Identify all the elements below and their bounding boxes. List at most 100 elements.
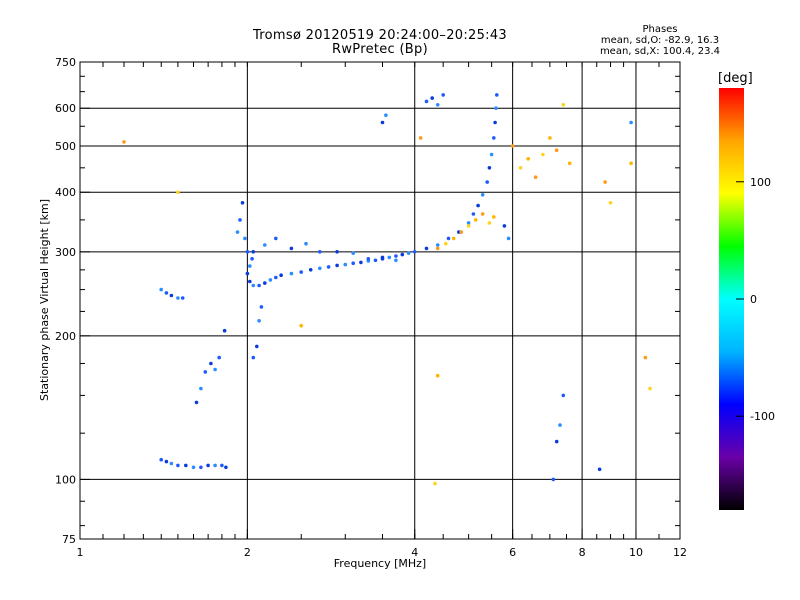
data-point — [400, 252, 405, 257]
data-point — [567, 161, 572, 166]
data-point — [289, 246, 294, 251]
colorbar-tick-label: 100 — [750, 176, 771, 189]
data-point — [459, 230, 464, 234]
data-point — [424, 246, 429, 251]
data-point — [629, 120, 633, 125]
data-point — [304, 241, 308, 246]
data-point — [430, 96, 435, 100]
data-point — [251, 355, 256, 360]
colorbar-tick-label: -100 — [750, 410, 775, 423]
data-point — [169, 461, 174, 466]
data-point — [164, 291, 169, 295]
data-point — [335, 263, 339, 268]
data-point — [274, 275, 278, 280]
data-point — [184, 463, 188, 468]
y-axis: 75 100 200 300 400 500 600 750 — [55, 56, 680, 546]
data-point — [169, 293, 174, 298]
data-point — [433, 481, 437, 486]
plot-frame — [79, 61, 681, 540]
data-point — [495, 93, 499, 97]
data-point — [502, 224, 507, 228]
data-point — [203, 370, 208, 374]
data-point — [206, 463, 210, 468]
data-point — [643, 355, 648, 360]
data-point — [597, 467, 602, 472]
data-point — [492, 215, 496, 219]
data-point — [263, 281, 267, 285]
data-point — [251, 283, 256, 288]
data-point — [373, 258, 378, 263]
data-point — [489, 152, 494, 157]
data-point — [279, 273, 283, 278]
data-point — [435, 103, 440, 107]
data-point — [387, 255, 392, 260]
data-point — [289, 271, 294, 276]
data-point — [608, 201, 613, 205]
data-point — [251, 250, 256, 254]
data-point — [476, 203, 480, 208]
data-point — [245, 271, 250, 276]
data-point — [176, 296, 180, 300]
data-point — [209, 361, 213, 366]
data-point — [263, 243, 267, 247]
data-point — [224, 465, 228, 470]
data-point — [548, 136, 552, 140]
phases-stats-title: Phases — [642, 24, 678, 35]
data-point — [274, 236, 278, 241]
data-point — [259, 305, 264, 309]
phases-stats-o: mean, sd,O: -82.9, 16.3 — [600, 35, 720, 46]
data-point — [466, 221, 471, 225]
data-point — [485, 180, 490, 184]
data-point — [351, 251, 356, 255]
data-point — [380, 255, 385, 260]
data-point — [471, 212, 476, 216]
data-point — [213, 367, 217, 372]
data-point — [441, 93, 446, 97]
data-point — [492, 136, 496, 140]
data-point — [250, 257, 254, 261]
data-point — [268, 278, 273, 282]
data-point — [451, 236, 456, 241]
x-axis: 1 2 4 6 8 10 12 — [77, 62, 687, 559]
y-tick-label: 100 — [55, 473, 76, 486]
colorbar-label: [deg] — [718, 71, 753, 86]
data-point — [245, 250, 250, 254]
data-point — [554, 439, 559, 444]
x-tick-label: 4 — [411, 546, 418, 559]
data-point — [199, 465, 203, 470]
y-tick-label: 200 — [55, 330, 76, 343]
data-point — [159, 287, 163, 292]
data-point — [243, 236, 247, 241]
x-tick-label: 2 — [244, 546, 251, 559]
data-point — [318, 250, 322, 254]
data-point — [444, 241, 448, 246]
data-point — [222, 328, 227, 333]
chart-title: Tromsø 20120519 20:24:00–20:25:43 — [252, 28, 508, 43]
data-point — [648, 386, 652, 391]
data-point — [412, 250, 417, 254]
data-point — [176, 190, 180, 194]
data-point — [493, 120, 497, 125]
data-point — [506, 236, 511, 241]
y-axis-label: Stationary phase Virtual Height [km] — [38, 199, 51, 401]
x-axis-label: Frequency [MHz] — [334, 557, 426, 570]
data-point — [220, 463, 224, 468]
data-point — [343, 262, 348, 267]
data-point — [122, 140, 126, 144]
data-point — [180, 296, 185, 300]
data-point — [159, 457, 163, 462]
x-tick-label: 1 — [77, 546, 84, 559]
data-point — [213, 463, 217, 468]
data-point — [254, 344, 259, 349]
data-point — [394, 258, 398, 263]
colorbar-ticks: 100 0 -100 — [736, 176, 775, 423]
data-point — [308, 268, 313, 272]
data-point — [335, 250, 339, 254]
data-point — [257, 319, 261, 323]
data-point — [240, 201, 245, 205]
data-point — [551, 477, 556, 482]
data-point — [554, 148, 559, 152]
x-tick-label: 12 — [673, 546, 687, 559]
x-tick-label: 10 — [629, 546, 643, 559]
data-point — [510, 144, 515, 148]
